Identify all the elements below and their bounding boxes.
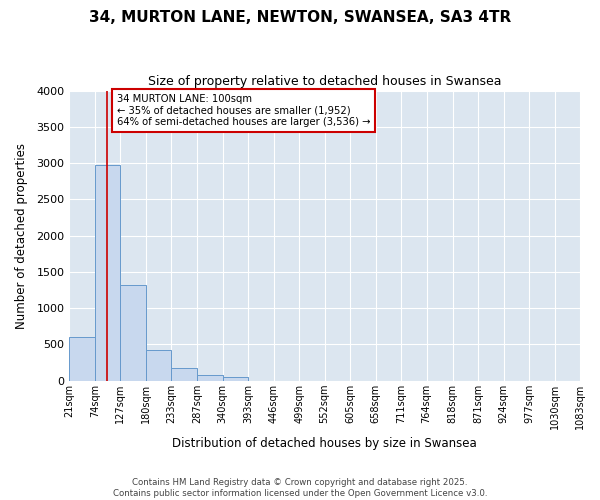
Bar [223,378,248,380]
Bar [146,350,171,380]
X-axis label: Distribution of detached houses by size in Swansea: Distribution of detached houses by size … [172,437,477,450]
Bar [171,368,197,380]
Bar [120,284,146,380]
Y-axis label: Number of detached properties: Number of detached properties [15,142,28,328]
Text: Contains HM Land Registry data © Crown copyright and database right 2025.
Contai: Contains HM Land Registry data © Crown c… [113,478,487,498]
Bar [197,375,223,380]
Title: Size of property relative to detached houses in Swansea: Size of property relative to detached ho… [148,75,502,88]
Bar [95,165,120,380]
Text: 34, MURTON LANE, NEWTON, SWANSEA, SA3 4TR: 34, MURTON LANE, NEWTON, SWANSEA, SA3 4T… [89,10,511,25]
Text: 34 MURTON LANE: 100sqm
← 35% of detached houses are smaller (1,952)
64% of semi-: 34 MURTON LANE: 100sqm ← 35% of detached… [117,94,370,128]
Bar [70,337,95,380]
